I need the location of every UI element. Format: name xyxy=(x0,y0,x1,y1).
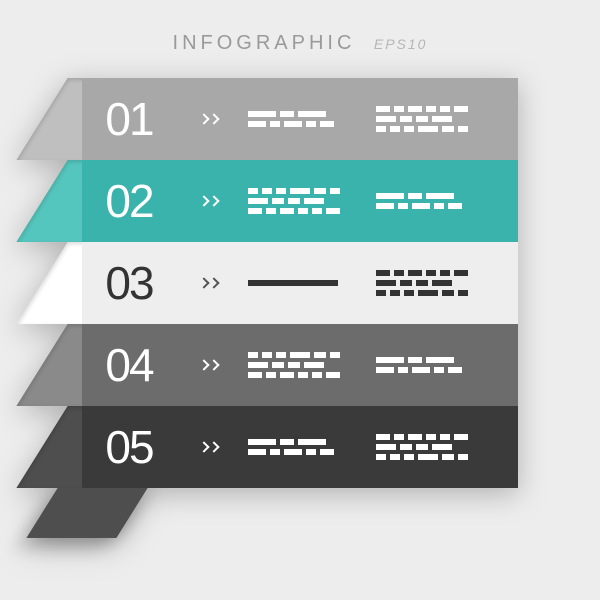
chevron-right-icon xyxy=(200,197,218,205)
placeholder-left xyxy=(248,188,348,214)
row-number: 05 xyxy=(74,406,184,488)
chevron-right-icon xyxy=(200,115,218,123)
row-number: 01 xyxy=(74,78,184,160)
placeholder-left xyxy=(248,352,348,378)
row-content xyxy=(248,434,498,460)
placeholder-right xyxy=(376,270,486,296)
stack-tail xyxy=(26,488,147,538)
placeholder-left xyxy=(248,111,348,127)
page-title: INFOGRAPHIC xyxy=(173,32,356,55)
infographic-row-04: 04 xyxy=(82,324,518,406)
infographic-row-05: 05 xyxy=(82,406,518,488)
placeholder-right xyxy=(376,193,486,209)
row-content xyxy=(248,106,498,132)
row-number: 03 xyxy=(74,242,184,324)
row-content xyxy=(248,188,498,214)
chevron-right-icon xyxy=(200,443,218,451)
chevron-right-icon xyxy=(200,361,218,369)
placeholder-right xyxy=(376,357,486,373)
infographic-row-01: 01 xyxy=(82,78,518,160)
placeholder-right xyxy=(376,434,486,460)
infographic-row-02: 02 xyxy=(82,160,518,242)
row-number: 04 xyxy=(74,324,184,406)
chevron-right-icon xyxy=(200,279,218,287)
header: INFOGRAPHIC EPS10 xyxy=(0,0,600,55)
placeholder-left xyxy=(248,280,348,286)
placeholder-right xyxy=(376,106,486,132)
infographic-row-03: 03 xyxy=(82,242,518,324)
infographic-stack: 0102030405 xyxy=(82,78,518,488)
page-subtext: EPS10 xyxy=(374,36,428,52)
row-number: 02 xyxy=(74,160,184,242)
row-content xyxy=(248,270,498,296)
placeholder-left xyxy=(248,439,348,455)
row-content xyxy=(248,352,498,378)
